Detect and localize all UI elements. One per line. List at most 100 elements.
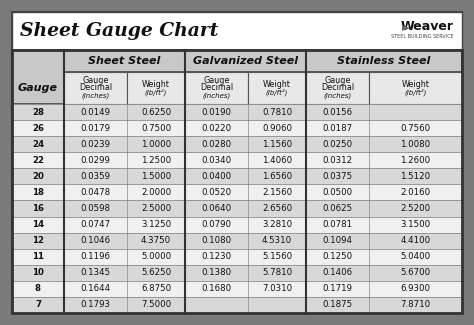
Bar — [306, 72, 369, 104]
Bar — [12, 168, 462, 184]
Text: 0.0400: 0.0400 — [201, 172, 232, 181]
Bar — [248, 72, 306, 104]
Text: 0.0190: 0.0190 — [201, 108, 231, 117]
Text: 24: 24 — [32, 140, 44, 149]
Text: 0.0375: 0.0375 — [322, 172, 353, 181]
Text: 0.1080: 0.1080 — [201, 236, 232, 245]
Bar — [369, 72, 462, 104]
Text: 5.6250: 5.6250 — [141, 268, 171, 277]
Text: 12: 12 — [32, 236, 44, 245]
Bar — [185, 50, 306, 72]
Bar — [12, 50, 64, 104]
Text: 0.1380: 0.1380 — [201, 268, 232, 277]
Bar — [12, 50, 462, 313]
Text: 1.0000: 1.0000 — [141, 140, 171, 149]
Text: 0.0520: 0.0520 — [201, 188, 232, 197]
Text: 0.0790: 0.0790 — [201, 220, 231, 229]
Text: 26: 26 — [32, 124, 44, 133]
Text: 5.0400: 5.0400 — [401, 252, 430, 261]
Text: Sheet Gauge Chart: Sheet Gauge Chart — [20, 22, 219, 40]
Bar — [12, 216, 462, 233]
Bar — [306, 50, 462, 72]
Bar — [185, 72, 248, 104]
Text: 1.1560: 1.1560 — [262, 140, 292, 149]
Text: 20: 20 — [32, 172, 44, 181]
Text: 0.1644: 0.1644 — [81, 284, 110, 293]
Text: Decimal: Decimal — [321, 84, 354, 93]
Text: 0.1793: 0.1793 — [81, 300, 110, 309]
Text: Decimal: Decimal — [200, 84, 233, 93]
Text: Gauge: Gauge — [82, 76, 109, 85]
Text: 0.0280: 0.0280 — [201, 140, 232, 149]
Text: 14: 14 — [32, 220, 44, 229]
Text: 16: 16 — [32, 204, 44, 213]
Text: 0.1406: 0.1406 — [322, 268, 353, 277]
Bar — [12, 152, 462, 168]
Text: 28: 28 — [32, 108, 44, 117]
Text: 0.0149: 0.0149 — [81, 108, 110, 117]
Text: Decimal: Decimal — [79, 84, 112, 93]
Text: 0.0478: 0.0478 — [81, 188, 110, 197]
Text: 0.1094: 0.1094 — [322, 236, 353, 245]
Text: 22: 22 — [32, 156, 44, 165]
Text: 7: 7 — [35, 300, 41, 309]
Text: (inches): (inches) — [82, 92, 109, 99]
Text: 1.5120: 1.5120 — [401, 172, 430, 181]
Text: 2.0000: 2.0000 — [141, 188, 171, 197]
Text: 0.1196: 0.1196 — [81, 252, 110, 261]
Text: 0.0250: 0.0250 — [322, 140, 353, 149]
Bar — [12, 136, 462, 152]
Text: 0.0598: 0.0598 — [81, 204, 110, 213]
Text: (lb/ft²): (lb/ft²) — [404, 88, 427, 96]
Bar — [12, 233, 462, 249]
Text: 3.1250: 3.1250 — [141, 220, 171, 229]
Bar — [12, 184, 462, 201]
Text: 0.0625: 0.0625 — [322, 204, 353, 213]
Text: (inches): (inches) — [323, 92, 352, 99]
Bar — [64, 50, 185, 72]
Text: 0.1680: 0.1680 — [201, 284, 232, 293]
Text: Stainless Steel: Stainless Steel — [337, 56, 431, 66]
Text: 18: 18 — [32, 188, 44, 197]
Text: 5.6700: 5.6700 — [401, 268, 430, 277]
Text: 8: 8 — [35, 284, 41, 293]
Text: Sheet Steel: Sheet Steel — [88, 56, 161, 66]
Text: 1.2500: 1.2500 — [141, 156, 171, 165]
Bar — [64, 72, 127, 104]
Text: 0.0179: 0.0179 — [81, 124, 110, 133]
Text: Weight: Weight — [263, 80, 291, 89]
Bar — [12, 281, 462, 297]
Text: (lb/ft²): (lb/ft²) — [145, 88, 167, 96]
Text: 4.4100: 4.4100 — [401, 236, 430, 245]
Text: 0.0156: 0.0156 — [322, 108, 353, 117]
Text: 0.7810: 0.7810 — [262, 108, 292, 117]
Text: 6.9300: 6.9300 — [401, 284, 430, 293]
Text: 7.0310: 7.0310 — [262, 284, 292, 293]
Bar — [12, 120, 462, 136]
Text: 3.1500: 3.1500 — [401, 220, 430, 229]
Text: 10: 10 — [32, 268, 44, 277]
Text: Weight: Weight — [401, 80, 429, 89]
Bar — [12, 104, 462, 120]
Text: 5.0000: 5.0000 — [141, 252, 171, 261]
Text: 2.1560: 2.1560 — [262, 188, 292, 197]
Bar — [12, 265, 462, 281]
Text: 5.7810: 5.7810 — [262, 268, 292, 277]
Text: 0.7560: 0.7560 — [401, 124, 430, 133]
Text: 11: 11 — [32, 252, 44, 261]
Text: 0.0500: 0.0500 — [322, 188, 353, 197]
Text: 0.1875: 0.1875 — [322, 300, 353, 309]
Text: 6.8750: 6.8750 — [141, 284, 171, 293]
Text: Galvanized Steel: Galvanized Steel — [193, 56, 298, 66]
Text: 0.6250: 0.6250 — [141, 108, 171, 117]
Text: 0.1230: 0.1230 — [201, 252, 232, 261]
Text: 0.9060: 0.9060 — [262, 124, 292, 133]
Text: 2.0160: 2.0160 — [401, 188, 430, 197]
Text: Weight: Weight — [142, 80, 170, 89]
Text: ►: ► — [402, 23, 410, 33]
Text: 0.0781: 0.0781 — [322, 220, 353, 229]
Text: 5.1560: 5.1560 — [262, 252, 292, 261]
Text: 3.2810: 3.2810 — [262, 220, 292, 229]
Text: Gauge: Gauge — [203, 76, 230, 85]
Text: 0.1046: 0.1046 — [81, 236, 110, 245]
